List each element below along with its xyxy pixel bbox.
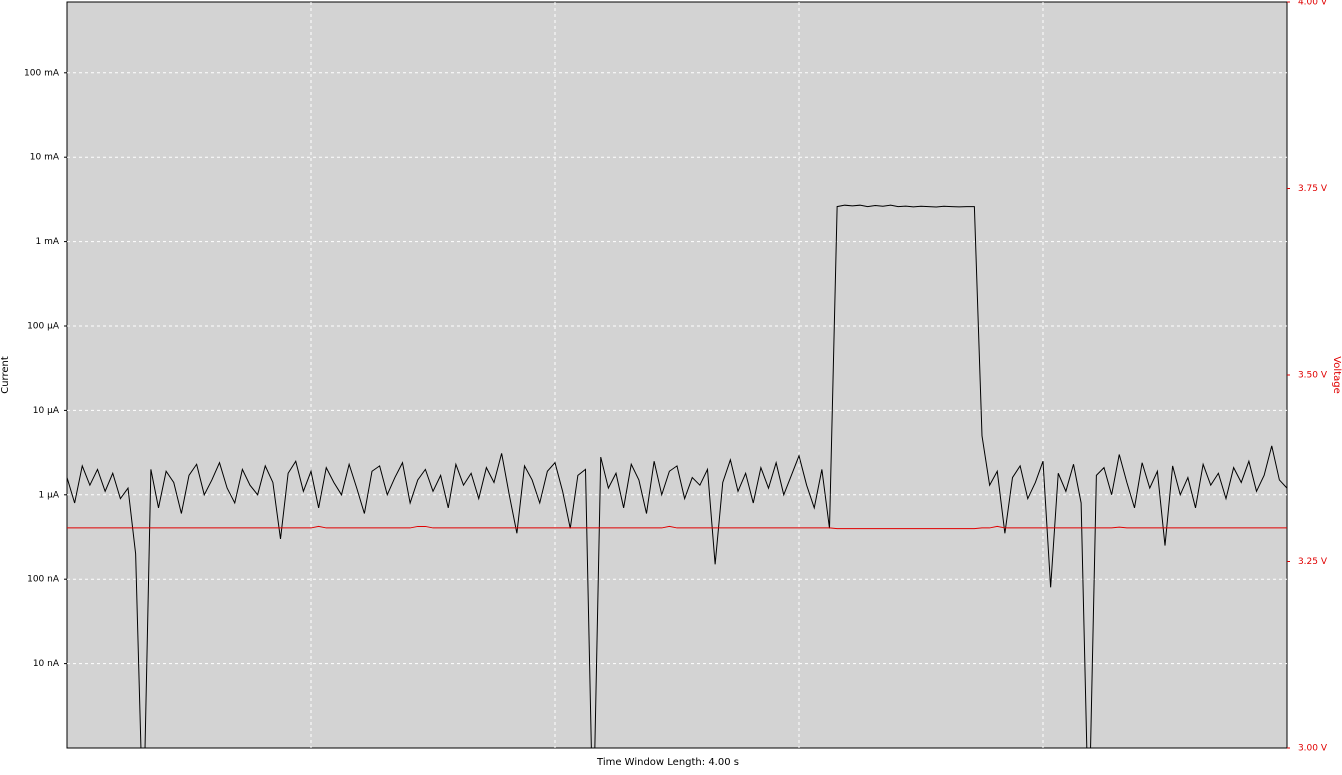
series-line — [67, 204, 1287, 748]
plot-lines — [67, 204, 1287, 748]
plot-area — [66, 1, 1288, 749]
y-tick-label: 10 µA — [33, 406, 60, 416]
y-tick-label: 1 µA — [39, 490, 60, 500]
series-line — [67, 525, 1287, 530]
vertical-grid — [310, 2, 1044, 748]
y-tick-label: 1 mA — [35, 237, 59, 247]
y-tick-label: 10 mA — [30, 153, 60, 163]
y2-tick-label: 3.00 V — [1298, 744, 1328, 754]
y-tick-label: 100 nA — [27, 575, 60, 585]
y2-tick-label: 3.50 V — [1298, 371, 1328, 381]
y-tick-label: 10 nA — [33, 659, 60, 669]
y2-tick-label: 3.75 V — [1298, 184, 1328, 194]
y-tick-label: 100 µA — [27, 321, 60, 331]
y-tick-label: 100 mA — [24, 68, 60, 78]
y2-tick-label: 3.25 V — [1298, 557, 1328, 567]
y2-axis-label: Voltage — [1331, 356, 1342, 394]
x-axis-label: Time Window Length: 4.00 s — [596, 757, 739, 768]
y-axis-label: Current — [0, 356, 11, 394]
y2-tick-label: 4.00 V — [1298, 0, 1328, 8]
